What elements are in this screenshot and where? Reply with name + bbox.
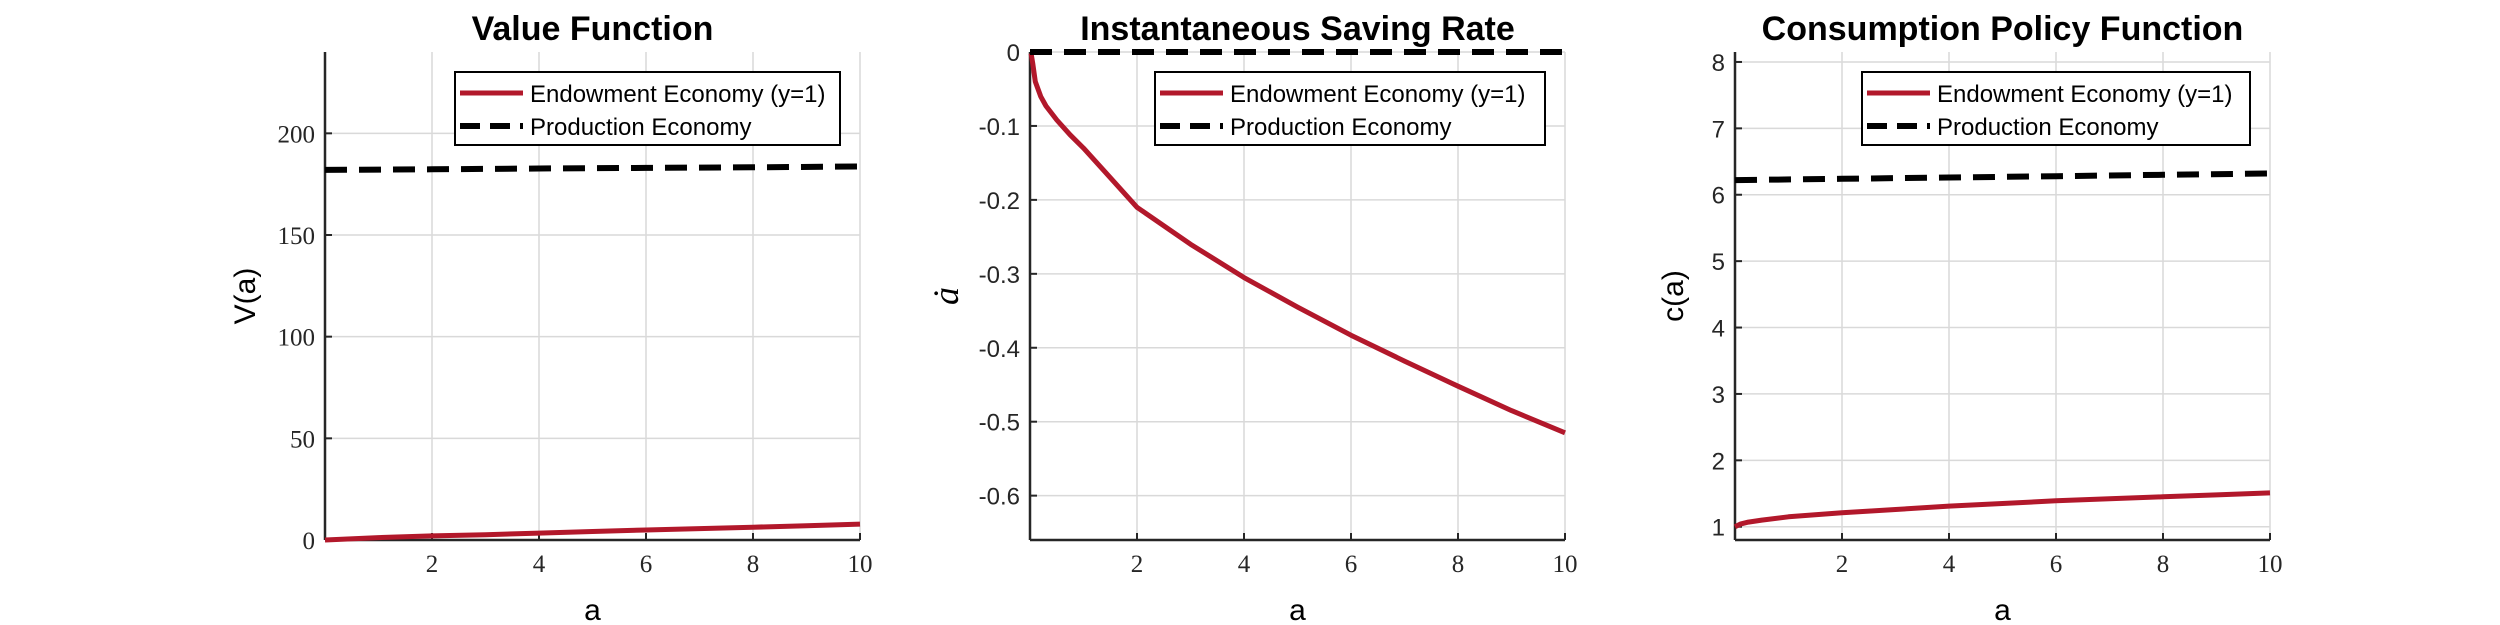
chart-title: Consumption Policy Function (1762, 10, 2244, 48)
y-tick-label: 0 (303, 528, 316, 555)
x-tick-label: 4 (533, 551, 546, 578)
x-tick-label: 4 (1238, 551, 1251, 578)
legend-label: Endowment Economy (y=1) (1230, 81, 1525, 108)
legend-label: Production Economy (530, 114, 751, 141)
legend: Endowment Economy (y=1) Production Econom… (1861, 71, 2251, 146)
legend-label: Production Economy (1230, 114, 1451, 141)
legend: Endowment Economy (y=1) Production Econom… (1154, 71, 1546, 146)
y-tick-label: 4 (1712, 316, 1725, 343)
y-tick-label: 1 (1712, 515, 1725, 542)
series-line-endowment (1028, 53, 1566, 436)
y-tick-label: 7 (1712, 116, 1725, 143)
y-tick-label: -0.6 (979, 484, 1020, 511)
x-tick-label: 6 (1345, 551, 1358, 578)
x-tick-label: 10 (1553, 551, 1578, 578)
y-tick-label: -0.5 (979, 410, 1020, 437)
chart-title: Instantaneous Saving Rate (1080, 10, 1515, 48)
legend-box (1861, 71, 2251, 146)
y-tick-label: -0.1 (979, 114, 1020, 141)
y-tick-label: 200 (278, 121, 316, 148)
series-line-production (1734, 170, 2271, 184)
chart-panel-2: 2 4 6 8 10 0 -0.1 -0.2 -0.3 -0.4 -0.5 -0.6 Instantan… (926, 10, 1578, 625)
y-tick-label: 100 (278, 325, 316, 352)
x-tick-label: 8 (1452, 551, 1465, 578)
y-tick-label: 3 (1712, 382, 1725, 409)
x-tick-label: 2 (426, 551, 439, 578)
y-tick-label: -0.4 (979, 336, 1020, 363)
y-tick-label: 5 (1712, 249, 1725, 276)
x-tick-label: 2 (1131, 551, 1144, 578)
y-tick-label: -0.3 (979, 262, 1020, 289)
y-tick-label: 8 (1712, 50, 1725, 77)
x-tick-label: 8 (747, 551, 760, 578)
legend-label: Production Economy (1937, 114, 2158, 141)
x-tick-label: 10 (2258, 551, 2283, 578)
y-tick-label: 50 (290, 426, 315, 453)
y-axis-label: c(a) (1657, 270, 1690, 322)
y-tick-label: 0 (1007, 40, 1020, 67)
x-tick-label: 6 (2050, 551, 2063, 578)
x-tick-label: 8 (2157, 551, 2170, 578)
x-tick-label: 6 (640, 551, 653, 578)
legend-box (454, 71, 841, 146)
y-tick-label: 2 (1712, 448, 1725, 475)
y-axis-label: ȧ (926, 287, 966, 305)
series-line-endowment (324, 521, 861, 543)
legend-box (1154, 71, 1546, 146)
chart-title: Value Function (472, 10, 714, 48)
series-line-production (324, 163, 861, 173)
x-tick-label: 2 (1836, 551, 1849, 578)
y-axis-label: V(a) (229, 268, 262, 325)
x-axis-label: a (1994, 594, 2011, 625)
x-axis-label: a (584, 594, 601, 625)
y-tick-label: 150 (278, 223, 316, 250)
series-line-endowment (1733, 490, 2271, 529)
x-tick-label: 10 (848, 551, 873, 578)
x-tick-label: 4 (1943, 551, 1956, 578)
legend-label: Endowment Economy (y=1) (1937, 81, 2232, 108)
y-tick-label: 6 (1712, 183, 1725, 210)
x-axis-label: a (1289, 594, 1306, 625)
legend-label: Endowment Economy (y=1) (530, 81, 825, 108)
y-tick-label: -0.2 (979, 188, 1020, 215)
legend: Endowment Economy (y=1) Production Econom… (454, 71, 841, 146)
